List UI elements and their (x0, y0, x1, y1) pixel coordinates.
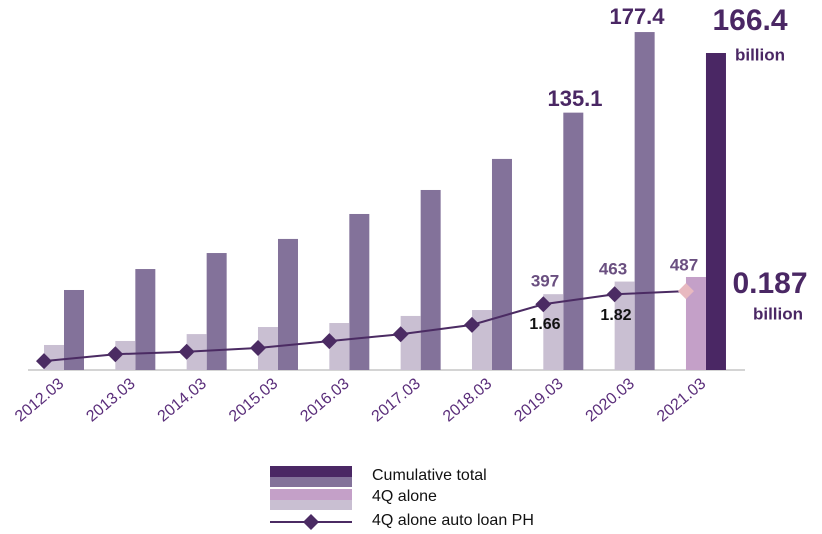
data-label: 487 (670, 255, 698, 274)
legend-swatch (270, 500, 352, 510)
bar (614, 281, 635, 370)
legend-label: 4Q alone auto loan PH (372, 512, 534, 529)
marker (321, 333, 338, 350)
bar (206, 253, 227, 370)
data-label: 397 (531, 271, 559, 290)
marker (463, 316, 480, 333)
legend-marker (303, 514, 319, 530)
x-tick-label: 2012.03 (12, 375, 67, 425)
data-label: 463 (599, 259, 627, 278)
bar (491, 158, 512, 370)
bar (543, 294, 564, 370)
legend-label: Cumulative total (372, 467, 487, 484)
data-label: billion (735, 45, 785, 64)
x-tick-label: 2016.03 (297, 375, 352, 425)
marker (107, 346, 124, 363)
bar (705, 53, 726, 371)
x-tick-label: 2014.03 (155, 375, 210, 425)
bar (257, 327, 278, 370)
data-label: 1.82 (600, 307, 631, 324)
legend-swatch (270, 477, 352, 487)
bar (115, 340, 136, 370)
data-label: 135.1 (547, 86, 602, 111)
bar (634, 32, 655, 370)
x-tick-label: 2017.03 (369, 375, 424, 425)
marker (535, 296, 552, 313)
legend-swatch (270, 466, 352, 477)
bar (329, 323, 350, 370)
legend-label: 4Q alone (372, 488, 437, 505)
x-tick-label: 2021.03 (654, 375, 709, 425)
bar (277, 238, 298, 370)
x-tick-label: 2020.03 (583, 375, 638, 425)
x-tick-label: 2013.03 (83, 375, 138, 425)
bar (685, 276, 706, 370)
x-tick-label: 2018.03 (440, 375, 495, 425)
line (43, 290, 687, 363)
bar (64, 289, 84, 370)
marker (392, 326, 409, 343)
data-label: 166.4 (712, 4, 787, 37)
bar (135, 269, 156, 370)
x-tick-label: 2019.03 (511, 375, 566, 425)
marker (249, 340, 266, 356)
bar (563, 112, 584, 371)
data-label: billion (753, 304, 803, 323)
marker (677, 283, 694, 300)
data-label: 0.187 (732, 267, 807, 300)
marker (36, 353, 52, 370)
x-tick-label: 2015.03 (226, 375, 281, 425)
data-label: 177.4 (609, 4, 665, 29)
marker (606, 286, 623, 303)
legend-swatch (270, 489, 352, 500)
bar (400, 315, 421, 370)
bar (349, 213, 370, 370)
data-label: 1.66 (529, 316, 560, 333)
bar (420, 189, 441, 370)
marker (178, 343, 195, 360)
